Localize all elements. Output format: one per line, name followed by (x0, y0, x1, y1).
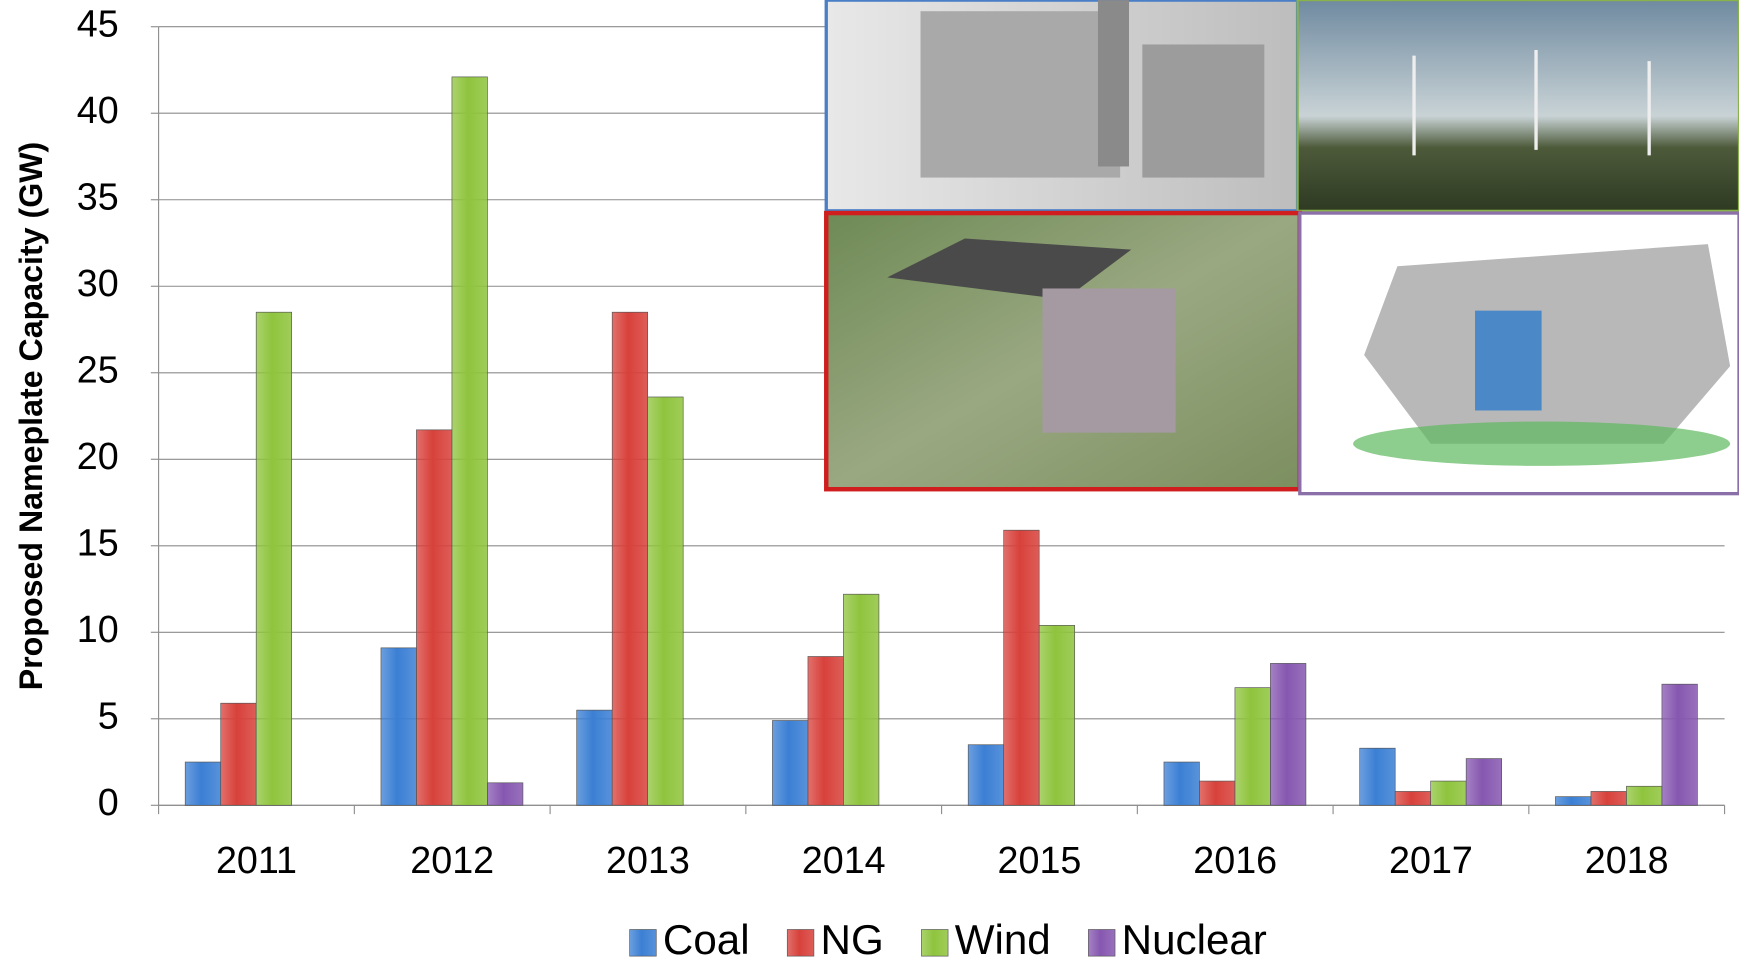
y-tick-label: 40 (77, 89, 119, 131)
y-tick-label: 35 (77, 176, 119, 218)
bar (220, 702, 257, 806)
bar (1234, 687, 1271, 806)
bar (1003, 529, 1040, 806)
legend-label: Wind (955, 916, 1051, 963)
bar (380, 647, 417, 806)
legend-label: Coal (663, 916, 750, 963)
x-tick-label: 2012 (410, 839, 494, 881)
photo-wind-farm (1296, 0, 1739, 212)
bar (416, 429, 453, 806)
x-tick-label: 2017 (1389, 839, 1473, 881)
bar (1163, 761, 1200, 806)
bar (967, 744, 1005, 806)
legend-swatch (629, 929, 657, 957)
x-tick-label: 2015 (998, 839, 1082, 881)
bar (843, 593, 880, 806)
photo-detail (1412, 50, 1651, 156)
y-tick-label: 0 (98, 781, 119, 823)
bar (184, 761, 222, 806)
x-tick-label: 2013 (606, 839, 690, 881)
bar (1394, 791, 1432, 806)
legend-label: Nuclear (1122, 916, 1267, 963)
legend-swatch (921, 929, 949, 957)
bar (611, 311, 649, 806)
x-tick-label: 2014 (802, 839, 886, 881)
y-tick-label: 30 (77, 262, 119, 304)
bar (451, 76, 488, 806)
bar (1430, 780, 1467, 806)
x-tick-label: 2016 (1193, 839, 1277, 881)
bar (487, 782, 524, 806)
bar (1590, 791, 1627, 806)
photo-detail (1364, 244, 1731, 444)
x-tick-label: 2018 (1585, 839, 1669, 881)
bar (1038, 625, 1076, 806)
y-tick-label: 25 (77, 349, 119, 391)
bar (1555, 796, 1592, 806)
photo-detail (1353, 421, 1731, 466)
bar (1199, 780, 1236, 806)
photo-detail (920, 11, 1121, 178)
bar (1270, 663, 1307, 806)
bar (647, 396, 684, 806)
y-tick-label: 5 (98, 695, 119, 737)
photo-collage (824, 0, 1739, 496)
photo-detail (1475, 310, 1542, 411)
y-tick-label: 45 (77, 3, 119, 45)
bar (807, 656, 844, 806)
bar (772, 720, 809, 806)
y-tick-label: 15 (77, 522, 119, 564)
photo-detail (887, 238, 1132, 300)
bar (1661, 683, 1698, 806)
bar (1359, 747, 1396, 806)
legend-swatch (786, 929, 815, 957)
bar (576, 709, 613, 806)
bar (1465, 758, 1502, 806)
x-tick-label: 2011 (216, 839, 297, 881)
photo-detail (1097, 0, 1130, 167)
photo-detail (1042, 288, 1176, 433)
bar (1626, 785, 1663, 806)
photo-detail (1142, 44, 1265, 178)
y-tick-label: 20 (77, 435, 119, 477)
y-tick-label: 10 (77, 608, 119, 650)
legend: Coal NG Wind Nuclear (629, 916, 1267, 963)
legend-swatch (1088, 929, 1116, 957)
legend-label: NG (821, 916, 884, 963)
bar (255, 311, 293, 806)
y-axis-label: Proposed Nameplate Capacity (GW) (13, 142, 49, 691)
